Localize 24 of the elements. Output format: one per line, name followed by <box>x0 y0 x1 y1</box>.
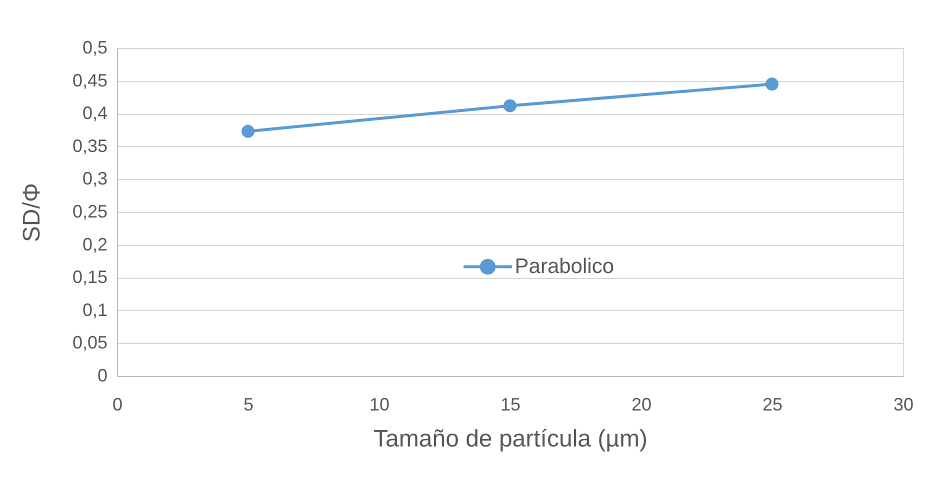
y-tick-label: 0,2 <box>82 234 108 254</box>
x-tick-label: 5 <box>243 394 254 414</box>
y-tick-label: 0,4 <box>82 103 108 124</box>
y-axis-title: SD/Φ <box>18 182 46 242</box>
x-tick-label: 15 <box>500 394 521 414</box>
y-tick-label: 0,35 <box>72 136 108 156</box>
legend-label: Parabolico <box>514 254 614 278</box>
x-tick-label: 0 <box>112 394 123 414</box>
x-tick-label: 10 <box>369 394 390 414</box>
y-tick-label: 0 <box>97 366 108 386</box>
y-tick-label: 0,15 <box>72 267 108 288</box>
x-tick-label: 25 <box>762 394 783 414</box>
y-tick-label: 0,5 <box>82 38 108 58</box>
y-tick-label: 0,3 <box>82 168 108 189</box>
x-axis-title: Tamaño de partícula (µm) <box>374 426 648 452</box>
x-tick-label: 30 <box>893 394 914 414</box>
x-tick-label: 20 <box>631 394 652 414</box>
y-tick-label: 0,25 <box>72 202 108 222</box>
point <box>765 78 779 91</box>
y-tick-label: 0,45 <box>72 70 108 90</box>
point <box>241 124 255 138</box>
point <box>503 99 517 112</box>
y-tick-label: 0,05 <box>72 332 108 353</box>
y-tick-label: 0,1 <box>82 300 108 320</box>
